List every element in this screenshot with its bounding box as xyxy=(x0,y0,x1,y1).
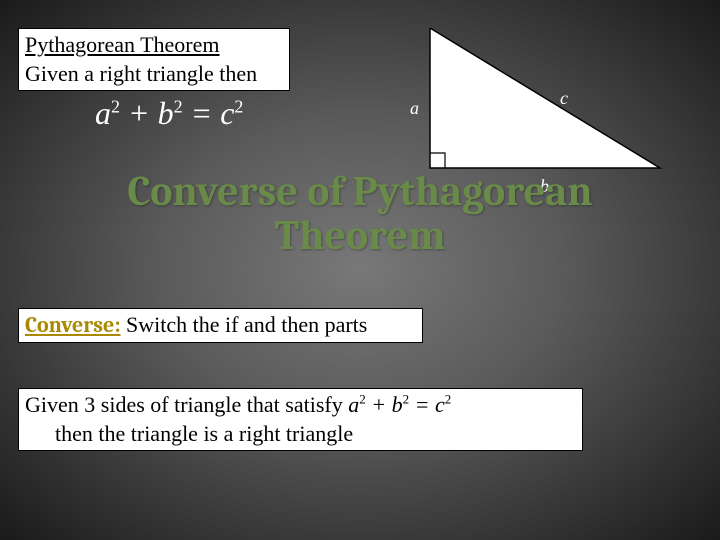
converse-definition-box: Converse: Switch the if and then parts xyxy=(18,308,423,343)
formula-a-sup: 2 xyxy=(111,96,120,116)
converse-text: Switch the if and then parts xyxy=(121,312,368,337)
slide-title-line2: Theorem xyxy=(0,214,720,258)
inline-a: a xyxy=(348,392,359,417)
formula-a: a xyxy=(95,95,111,131)
slide-title-line1: Converse of Pythagorean xyxy=(0,170,720,214)
pythagorean-formula: a2 + b2 = c2 xyxy=(95,95,243,132)
formula-c: c xyxy=(220,95,234,131)
converse-statement-box: Given 3 sides of triangle that satisfy a… xyxy=(18,388,583,451)
triangle-label-c: c xyxy=(560,88,568,109)
formula-b: b xyxy=(158,95,174,131)
converse-label: Converse: xyxy=(25,312,121,338)
inline-formula: a2 + b2 = c2 xyxy=(348,392,451,417)
inline-c-sup: 2 xyxy=(445,392,452,407)
formula-plus: + xyxy=(120,95,158,131)
inline-c: c xyxy=(435,392,445,417)
triangle-shape xyxy=(430,28,660,168)
triangle-label-a: a xyxy=(410,98,419,119)
formula-c-sup: 2 xyxy=(234,96,243,116)
converse-part1: Given 3 sides of triangle that satisfy xyxy=(25,392,348,417)
inline-eq: = xyxy=(409,392,435,417)
converse-part2: then the triangle is a right triangle xyxy=(25,420,353,449)
theorem-definition-box: Pythagorean Theorem Given a right triang… xyxy=(18,28,290,91)
inline-b: b xyxy=(392,392,403,417)
inline-plus: + xyxy=(366,392,392,417)
theorem-given: Given a right triangle then xyxy=(25,60,283,89)
formula-eq: = xyxy=(183,95,221,131)
formula-b-sup: 2 xyxy=(174,96,183,116)
theorem-title: Pythagorean Theorem xyxy=(25,31,283,60)
slide-title: Converse of Pythagorean Theorem xyxy=(0,170,720,258)
